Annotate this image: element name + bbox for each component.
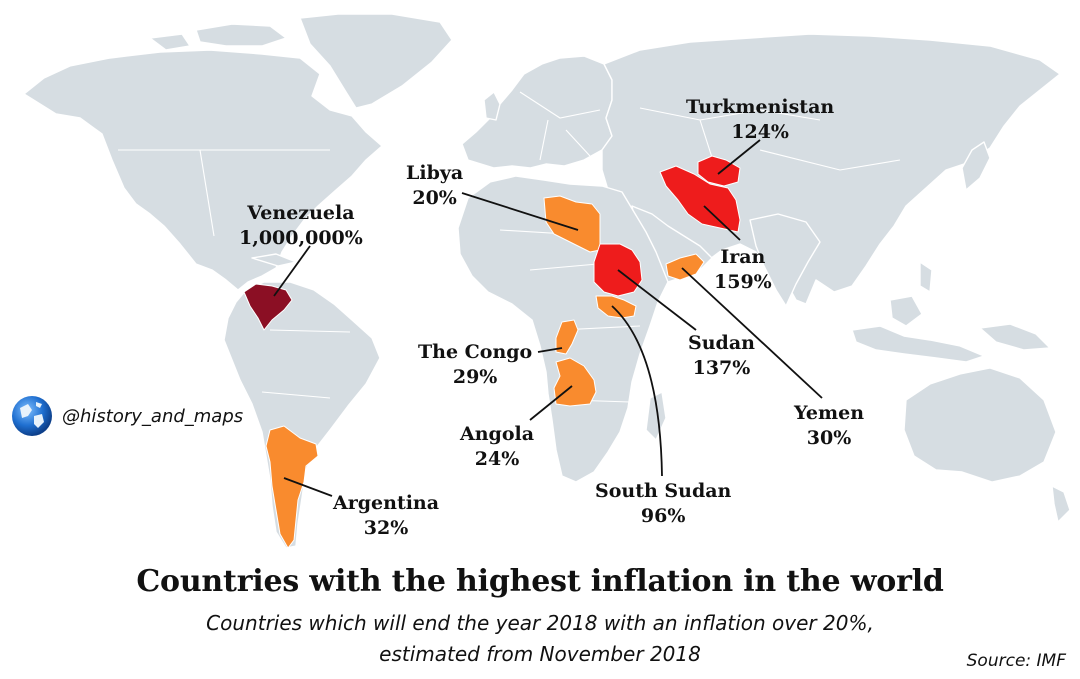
- leader-libya: [461, 192, 579, 231]
- country-name: Venezuela: [247, 202, 355, 224]
- country-name: Iran: [720, 246, 766, 268]
- leader-iran: [703, 205, 741, 241]
- landmass-new-zealand: [1051, 485, 1071, 523]
- label-sudan: Sudan 137%: [688, 331, 755, 381]
- label-libya: Libya 20%: [406, 161, 463, 211]
- country-value: 30%: [806, 427, 852, 449]
- country-value: 124%: [731, 121, 789, 143]
- country-name: Libya: [406, 162, 464, 184]
- label-iran: Iran 159%: [714, 245, 772, 295]
- source-note: Source: IMF: [966, 651, 1066, 671]
- label-angola: Angola 24%: [460, 422, 534, 472]
- country-yemen-shape: [665, 253, 705, 281]
- country-value: 96%: [640, 505, 686, 527]
- country-value: 24%: [474, 448, 520, 470]
- country-congo-shape: [555, 319, 579, 355]
- border-lines: [118, 91, 901, 403]
- landmass-madagascar: [645, 391, 667, 441]
- country-name: Yemen: [794, 402, 865, 424]
- country-name: Turkmenistan: [686, 96, 835, 118]
- landmass-indonesia: [851, 325, 985, 363]
- country-name: Sudan: [688, 332, 755, 354]
- country-argentina-shape: [265, 425, 319, 549]
- leader-angola: [529, 385, 573, 421]
- landmass-cuba: [251, 253, 297, 267]
- landmass-borneo: [889, 295, 923, 327]
- landmass-arctic-islands: [195, 23, 287, 47]
- label-south-sudan: South Sudan 96%: [595, 479, 731, 529]
- country-angola-shape: [553, 357, 597, 407]
- country-value: 29%: [452, 366, 498, 388]
- landmass-japan: [961, 141, 991, 191]
- country-value: 1,000,000%: [239, 227, 363, 249]
- globe-icon: [12, 396, 52, 436]
- country-turkmenistan-shape: [697, 155, 741, 187]
- country-value: 137%: [692, 357, 751, 379]
- country-name: The Congo: [418, 341, 533, 363]
- leader-turkmenistan: [717, 139, 761, 175]
- map-title: Countries with the highest inflation in …: [136, 564, 944, 599]
- label-venezuela: Venezuela 1,000,000%: [239, 201, 363, 251]
- country-iran-shape: [659, 165, 741, 233]
- country-value: 20%: [412, 187, 457, 209]
- leader-argentina: [283, 477, 333, 497]
- subtitle-line-2: estimated from November 2018: [379, 642, 701, 666]
- country-venezuela-shape: [243, 283, 293, 331]
- country-value: 159%: [714, 271, 772, 293]
- landmass-australia: [903, 367, 1057, 483]
- country-value: 32%: [363, 517, 409, 539]
- subtitle-line-1: Countries which will end the year 2018 w…: [206, 611, 874, 635]
- landmass-south-america: [223, 281, 381, 549]
- landmass-greenland: [299, 13, 453, 109]
- watermark-handle: @history_and_maps: [10, 394, 243, 438]
- leader-sudan: [617, 269, 697, 331]
- landmass-philippines: [919, 261, 933, 293]
- label-turkmenistan: Turkmenistan 124%: [686, 95, 834, 145]
- country-name: Angola: [460, 423, 535, 445]
- country-south-sudan-shape: [595, 295, 637, 319]
- landmass-uk: [483, 91, 501, 121]
- landmass-new-guinea: [979, 323, 1051, 351]
- leader-south-sudan: [611, 305, 663, 477]
- label-yemen: Yemen 30%: [794, 401, 864, 451]
- leader-venezuela: [273, 245, 311, 297]
- leader-congo: [537, 347, 563, 353]
- label-argentina: Argentina 32%: [333, 491, 439, 541]
- leader-yemen: [681, 267, 823, 399]
- landmass-india: [749, 213, 821, 307]
- country-name: Argentina: [333, 492, 440, 514]
- country-name: South Sudan: [595, 480, 732, 502]
- label-congo: The Congo 29%: [418, 340, 532, 390]
- handle-text: @history_and_maps: [62, 405, 244, 427]
- landmass-arctic-islands-2: [149, 33, 191, 51]
